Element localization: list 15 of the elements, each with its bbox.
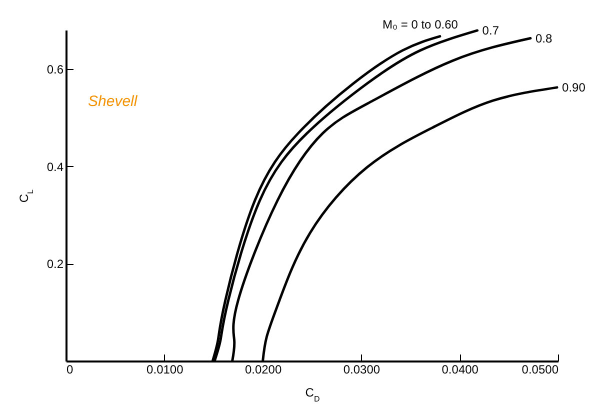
- series-label: 0.7: [482, 23, 500, 38]
- y-tick-label: 0.6: [46, 62, 64, 76]
- series-label: 0.8: [535, 31, 552, 46]
- x-tick-label: 0: [66, 362, 74, 376]
- series-label: 0.90: [562, 80, 586, 94]
- x-axis-title: C$_{D}$: [305, 386, 320, 403]
- x-tick-label: 0.0500: [522, 362, 559, 376]
- x-tick-label: 0.0400: [442, 362, 479, 376]
- series-label: M₀ = 0 to 0.60: [382, 17, 458, 32]
- x-tick-label: 0.0100: [146, 362, 184, 376]
- x-tick-label: 0.0200: [244, 362, 282, 376]
- y-tick-label: 0.2: [46, 257, 64, 272]
- y-tick-label: 0.4: [46, 160, 64, 174]
- x-tick-label: 0.0300: [343, 362, 380, 376]
- annotation: Shevell: [88, 93, 138, 110]
